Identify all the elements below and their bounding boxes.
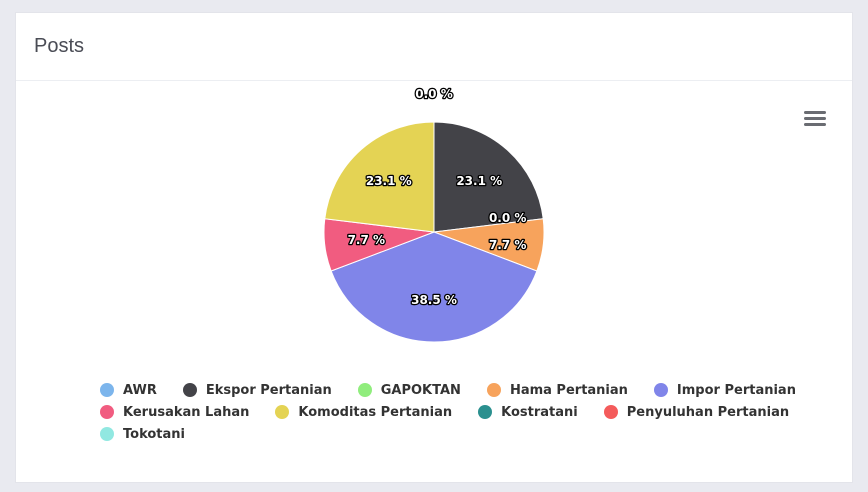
legend-item-tokotani[interactable]: Tokotani [100, 427, 185, 442]
hamburger-menu-icon[interactable] [804, 111, 826, 129]
legend-item-gapoktan[interactable]: GAPOKTAN [357, 382, 461, 398]
legend-item-hama-pertanian[interactable]: Hama Pertanian [486, 382, 628, 398]
slice-label-komoditas-pertanian: 23.1 % [366, 174, 412, 188]
legend-row: Tokotani [100, 423, 800, 445]
legend-dot-icon [100, 383, 114, 397]
slice-label-ekspor-pertanian: 23.1 % [456, 174, 502, 188]
slice-label-hama-pertanian: 7.7 % [489, 238, 526, 252]
legend-item-kerusakan-lahan[interactable]: Kerusakan Lahan [100, 405, 249, 420]
legend-dot-icon [100, 427, 114, 441]
pie-slice-impor-pertanian[interactable] [330, 231, 538, 343]
posts-card: Posts 23.1 % 0.0 % 7.7 % 38.5 % 7.7 % 23.1 % 0… [16, 13, 852, 482]
legend-label: Ekspor Pertanian [205, 382, 332, 398]
legend-dot-icon [182, 383, 197, 397]
slice-label-kerusakan-lahan: 7.7 % [348, 233, 385, 247]
pie-slice-komoditas-pertanian[interactable] [324, 121, 435, 233]
legend-dot-icon [357, 383, 372, 397]
legend-dot-icon [653, 383, 668, 397]
legend-label: Komoditas Pertanian [298, 404, 453, 420]
slice-label-kostratani: 0.0 % [415, 87, 452, 101]
legend-row: AWR Ekspor Pertanian GAPOKTAN Hama Pertania… [100, 379, 800, 401]
legend-dot-icon [275, 405, 290, 419]
legend-label: Impor Pertanian [676, 382, 796, 398]
slice-label-impor-pertanian: 38.5 % [411, 293, 457, 307]
card-header: Posts [16, 13, 852, 81]
legend-dot-icon [603, 405, 618, 419]
legend-item-ekspor-pertanian[interactable]: Ekspor Pertanian [182, 382, 332, 398]
legend-label: Penyuluhan Pertanian [626, 404, 790, 420]
legend-label: GAPOKTAN [380, 382, 461, 398]
legend-item-komoditas-pertanian[interactable]: Komoditas Pertanian [275, 405, 452, 420]
legend-dot-icon [486, 383, 501, 397]
legend-dot-icon [478, 405, 493, 419]
legend-dot-icon [100, 405, 114, 419]
legend-label: Kostratani [501, 404, 578, 420]
pie-chart: 23.1 % 0.0 % 7.7 % 38.5 % 7.7 % 23.1 % 0.0 % [323, 86, 545, 343]
legend-label: Hama Pertanian [509, 382, 628, 398]
pie-slice-ekspor-pertanian[interactable] [433, 121, 544, 233]
legend-item-kostratani[interactable]: Kostratani [478, 405, 578, 420]
legend-row: Kerusakan Lahan Komoditas Pertanian Kostra… [100, 401, 800, 423]
legend-item-impor-pertanian[interactable]: Impor Pertanian [653, 382, 796, 398]
legend-item-penyuluhan-pertanian[interactable]: Penyuluhan Pertanian [603, 404, 790, 420]
slice-label-gapoktan: 0.0 % [489, 211, 526, 225]
card-title: Posts [34, 35, 85, 57]
legend-label: Kerusakan Lahan [123, 404, 250, 420]
legend-label: Tokotani [123, 426, 185, 442]
chart-legend: AWR Ekspor Pertanian GAPOKTAN Hama Pertania… [100, 379, 800, 445]
legend-item-awr[interactable]: AWR [100, 383, 157, 398]
legend-label: AWR [123, 382, 157, 398]
